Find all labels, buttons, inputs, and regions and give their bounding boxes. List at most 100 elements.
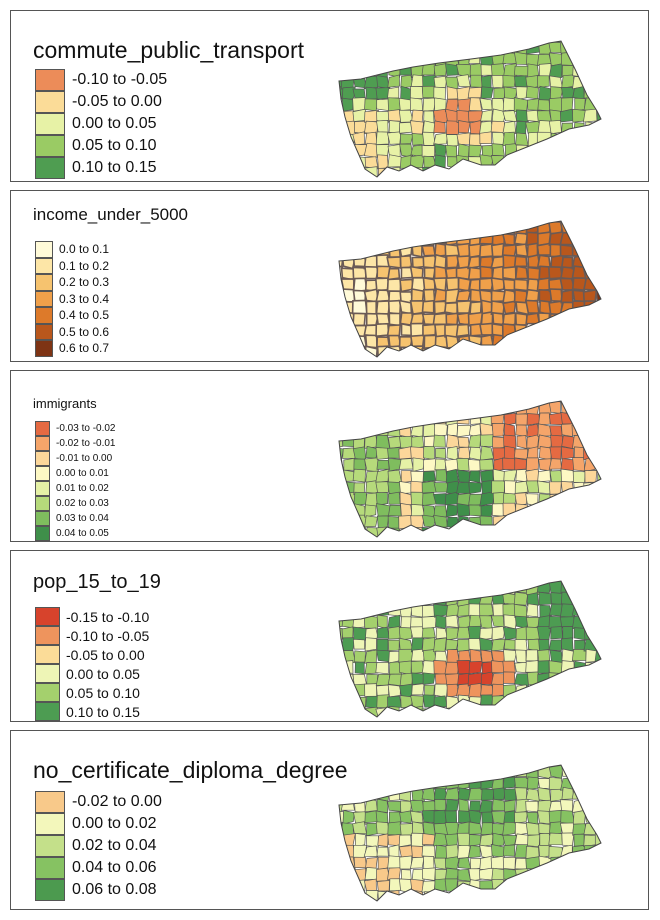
tract-polygon — [559, 221, 576, 235]
tract-polygon — [548, 288, 564, 303]
choropleth-map — [331, 559, 631, 719]
tract-polygon — [502, 300, 517, 315]
tract-polygon — [492, 832, 506, 848]
tract-polygon — [513, 51, 528, 65]
tract-polygon — [376, 459, 390, 470]
tract-polygon — [398, 299, 413, 315]
tract-polygon — [456, 481, 471, 494]
tract-polygon — [502, 856, 516, 870]
legend-swatch — [35, 436, 50, 451]
tract-polygon — [561, 74, 575, 89]
tract-polygon — [339, 798, 344, 814]
tract-polygon — [502, 834, 518, 847]
legend-swatch — [35, 626, 60, 645]
legend-swatch — [35, 466, 50, 481]
tract-polygon — [444, 301, 459, 316]
tract-polygon — [514, 649, 527, 664]
tract-polygon — [446, 445, 459, 461]
tract-polygon — [352, 626, 367, 641]
tract-polygon — [479, 694, 494, 710]
tract-polygon — [550, 434, 564, 448]
tract-polygon — [458, 810, 471, 824]
tract-polygon — [435, 469, 448, 482]
tract-polygon — [480, 822, 495, 836]
tract-polygon — [560, 446, 574, 460]
tract-polygon — [411, 133, 425, 146]
tract-polygon — [480, 86, 494, 99]
tract-polygon — [469, 800, 481, 812]
tract-polygon — [376, 798, 389, 814]
tract-polygon — [387, 867, 401, 880]
tract-polygon — [515, 121, 527, 135]
tract-polygon — [468, 110, 483, 123]
legend-item: -0.05 to 0.00 — [35, 91, 167, 113]
tract-polygon — [398, 627, 413, 641]
tract-polygon — [422, 51, 437, 65]
tract-polygon — [561, 786, 575, 800]
tract-polygon — [513, 591, 529, 606]
tract-polygon — [375, 673, 391, 686]
tract-polygon — [377, 154, 389, 169]
tract-polygon — [524, 299, 540, 315]
legend-label: -0.05 to 0.00 — [72, 93, 162, 110]
panel-title: immigrants — [33, 396, 97, 411]
tract-polygon — [538, 822, 551, 836]
tract-polygon — [514, 312, 529, 327]
tract-polygon — [352, 312, 367, 327]
tract-polygon — [376, 846, 389, 857]
tract-polygon — [422, 833, 436, 846]
legend-label: 0.00 to 0.02 — [72, 815, 157, 832]
tract-polygon — [409, 120, 424, 135]
tract-polygon — [583, 446, 597, 460]
tract-polygon — [434, 799, 447, 812]
tract-polygon — [375, 481, 390, 494]
tract-polygon — [468, 683, 483, 698]
legend-label: -0.10 to -0.05 — [72, 71, 168, 88]
legend-swatch — [35, 645, 60, 664]
tract-polygon — [351, 299, 368, 315]
tract-polygon — [399, 423, 412, 439]
tract-polygon — [364, 637, 377, 652]
tract-polygon — [352, 446, 367, 461]
tract-polygon — [514, 243, 529, 258]
legend-item: 0.03 to 0.04 — [35, 511, 115, 526]
tract-polygon — [525, 457, 539, 472]
tract-polygon — [456, 503, 471, 517]
tract-polygon — [537, 778, 550, 789]
tract-polygon — [514, 684, 528, 697]
tract-polygon — [363, 142, 379, 158]
tract-polygon — [491, 867, 506, 881]
legend-swatch — [35, 274, 53, 291]
tract-polygon — [479, 592, 494, 605]
tract-polygon — [339, 822, 343, 835]
tract-polygon — [515, 132, 529, 147]
tract-polygon — [502, 74, 516, 88]
tract-polygon — [445, 592, 459, 606]
legend-label: 0.02 to 0.03 — [56, 498, 109, 509]
tract-polygon — [411, 683, 425, 696]
tract-polygon — [456, 469, 471, 483]
legend-label: 0.6 to 0.7 — [59, 341, 110, 356]
tract-polygon — [456, 626, 471, 639]
tract-polygon — [504, 480, 517, 495]
tract-polygon — [502, 457, 517, 471]
tract-polygon — [458, 51, 470, 66]
tract-polygon — [411, 526, 424, 537]
legend-item: -0.03 to -0.02 — [35, 421, 115, 436]
tract-polygon — [376, 345, 390, 357]
tract-polygon — [421, 166, 435, 177]
tract-polygon — [376, 614, 388, 629]
tract-polygon — [364, 515, 378, 528]
tract-polygon — [457, 446, 471, 460]
tract-polygon — [409, 856, 425, 869]
tract-polygon — [352, 468, 366, 483]
tract-polygon — [503, 469, 518, 482]
tract-polygon — [353, 491, 368, 507]
legend-swatch — [35, 702, 60, 721]
tract-polygon — [445, 673, 460, 687]
tract-polygon — [352, 131, 365, 146]
legend-item: 0.10 to 0.15 — [35, 157, 167, 179]
tract-polygon — [422, 470, 436, 483]
legend-label: 0.02 to 0.04 — [72, 837, 157, 854]
tract-polygon — [503, 86, 518, 100]
